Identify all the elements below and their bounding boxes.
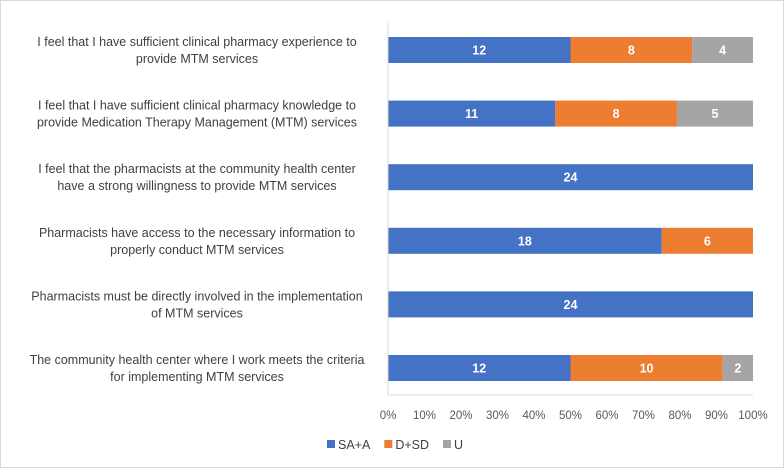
data-label: 6 — [704, 234, 711, 248]
legend-label: SA+A — [338, 438, 371, 452]
bar-sa-a-row-6 — [388, 355, 571, 381]
x-tick-label: 20% — [449, 410, 472, 422]
category-label: properly conduct MTM services — [110, 243, 284, 257]
category-label: I feel that I have sufficient clinical p… — [38, 99, 356, 113]
category-label: for implementing MTM services — [110, 370, 284, 384]
x-tick-label: 60% — [595, 410, 618, 422]
data-label: 12 — [472, 44, 486, 58]
category-label: have a strong willingness to provide MTM… — [57, 179, 336, 193]
bar-sa-a-row-3 — [388, 164, 753, 191]
bars-layer — [388, 37, 753, 381]
x-tick-label: 0% — [380, 410, 397, 422]
data-label: 24 — [564, 298, 578, 312]
category-label: Pharmacists have access to the necessary… — [39, 226, 355, 240]
legend-swatch-d-sd — [384, 440, 393, 448]
category-label: I feel that I have sufficient clinical p… — [37, 35, 356, 49]
data-label: 10 — [640, 362, 654, 376]
bar-sa-a-row-1 — [388, 37, 571, 63]
bar-sa-a-row-2 — [388, 100, 556, 127]
x-tick-label: 80% — [668, 410, 691, 422]
x-tick-label: 50% — [559, 410, 582, 422]
data-label: 24 — [564, 171, 578, 185]
bar-sa-a-row-4 — [388, 227, 662, 254]
category-labels-layer: I feel that I have sufficient clinical p… — [30, 35, 365, 384]
data-label: 5 — [712, 107, 719, 121]
category-label: provide Medication Therapy Management (M… — [37, 116, 357, 130]
x-axis: 0% 10% 20% 30% 40% 50% 60% 70% 80% 90% 100% — [380, 23, 768, 422]
bar-d-sd-row-2 — [555, 100, 677, 127]
bar-u-row-2 — [676, 100, 753, 127]
data-label: 8 — [628, 44, 635, 58]
data-label: 18 — [518, 234, 532, 248]
data-label: 8 — [613, 107, 620, 121]
x-tick-label: 70% — [632, 410, 655, 422]
category-label: The community health center where I work… — [30, 353, 365, 367]
x-tick-label: 90% — [705, 410, 728, 422]
category-label: provide MTM services — [136, 52, 258, 66]
bar-sa-a-row-5 — [388, 291, 753, 318]
legend-label: U — [454, 438, 463, 452]
bar-d-sd-row-1 — [570, 37, 693, 63]
data-label: 4 — [719, 44, 726, 58]
bar-d-sd-row-6 — [570, 355, 723, 381]
x-tick-label: 40% — [522, 410, 545, 422]
legend-swatch-sa-a — [327, 440, 335, 448]
legend-swatch-u — [443, 440, 452, 448]
legend-label: D+SD — [395, 438, 429, 452]
bar-u-row-6 — [722, 355, 753, 381]
data-label: 12 — [472, 362, 486, 376]
data-labels-layer: 12 8 4 11 8 5 24 18 6 24 12 10 2 — [465, 44, 741, 376]
data-label: 11 — [465, 107, 478, 121]
bar-u-row-1 — [692, 37, 753, 63]
x-tick-label: 10% — [413, 410, 436, 422]
x-tick-label: 30% — [486, 410, 509, 422]
bar-d-sd-row-4 — [661, 227, 753, 254]
category-label: I feel that the pharmacists at the commu… — [38, 162, 356, 176]
category-label: Pharmacists must be directly involved in… — [31, 289, 362, 303]
data-label: 2 — [734, 362, 741, 376]
x-tick-label: 100% — [738, 410, 767, 422]
legend: SA+A D+SD U — [327, 438, 463, 452]
category-label: of MTM services — [151, 306, 243, 320]
